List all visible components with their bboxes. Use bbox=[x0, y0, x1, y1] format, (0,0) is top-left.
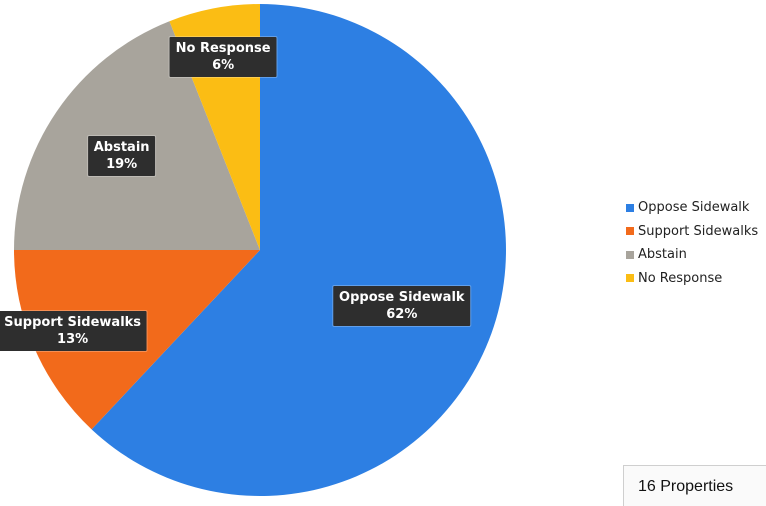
legend-swatch bbox=[626, 250, 634, 259]
legend-label: Support Sidewalks bbox=[638, 223, 759, 239]
data-label-no-response: No Response 6% bbox=[169, 36, 277, 77]
legend-item-oppose-sidewalk: Oppose Sidewalk bbox=[626, 196, 758, 220]
legend-label: Abstain bbox=[638, 247, 687, 263]
pie-slice-abstain bbox=[14, 21, 260, 250]
data-label-percent: 62% bbox=[386, 307, 418, 323]
legend-item-support-sidewalks: Support Sidewalks bbox=[626, 220, 758, 244]
data-label-support-sidewalks: Support Sidewalks 13% bbox=[0, 311, 148, 352]
data-label-category: No Response bbox=[175, 40, 271, 56]
legend-swatch bbox=[626, 227, 634, 236]
data-label-percent: 6% bbox=[212, 57, 235, 73]
legend-item-no-response: No Response bbox=[626, 267, 758, 291]
legend-swatch bbox=[626, 274, 634, 283]
pie-slice-oppose-sidewalk bbox=[91, 4, 506, 497]
data-label-percent: 13% bbox=[57, 332, 89, 348]
data-label-category: Oppose Sidewalk bbox=[339, 290, 465, 306]
data-label-abstain: Abstain 19% bbox=[87, 135, 156, 176]
data-label-category: Support Sidewalks bbox=[4, 315, 142, 331]
legend-label: Oppose Sidewalk bbox=[638, 200, 750, 216]
footnote-text: 16 Properties bbox=[638, 478, 734, 495]
data-label-category: Abstain bbox=[93, 139, 150, 155]
legend: Oppose Sidewalk Support Sidewalks Abstain N… bbox=[626, 196, 758, 290]
footnote-box: 16 Properties bbox=[623, 465, 766, 506]
data-label-oppose-sidewalk: Oppose Sidewalk 62% bbox=[333, 286, 471, 327]
legend-item-abstain: Abstain bbox=[626, 243, 758, 267]
legend-label: No Response bbox=[638, 270, 723, 286]
data-label-percent: 19% bbox=[106, 156, 138, 172]
legend-swatch bbox=[626, 203, 634, 212]
